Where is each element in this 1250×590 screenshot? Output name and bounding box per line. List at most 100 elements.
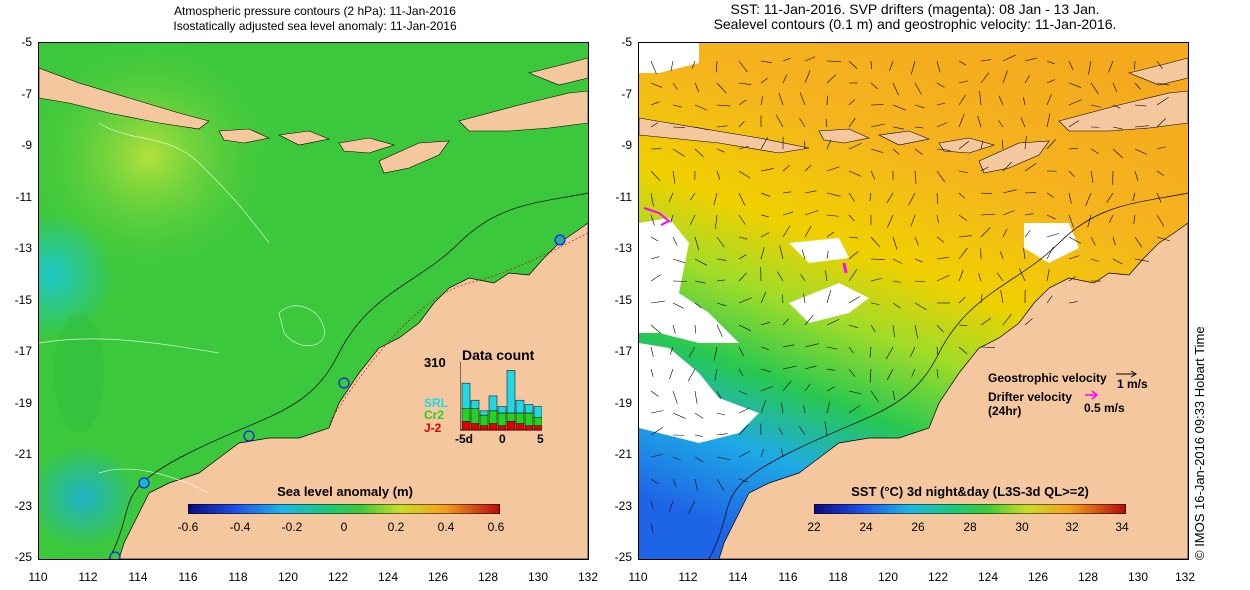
data-count-title: Data count bbox=[462, 347, 535, 363]
right-x-tick: 112 bbox=[678, 570, 698, 584]
left-y-tick: -23 bbox=[14, 499, 32, 513]
sst-cb-tick: 28 bbox=[963, 520, 977, 534]
data-count-bar-j2 bbox=[533, 425, 542, 431]
left-title-line1: Atmospheric pressure contours (2 hPa): 1… bbox=[174, 4, 456, 18]
geo-velocity-label: Geostrophic velocity bbox=[988, 371, 1107, 385]
right-x-tick: 132 bbox=[1174, 570, 1196, 584]
sst-colorbar-label: SST (°C) 3d night&day (L3S-3d QL>=2) bbox=[851, 484, 1089, 499]
data-count-xtick: -5d bbox=[455, 432, 473, 446]
data-count-bar-cr2 bbox=[506, 412, 516, 422]
timor-island bbox=[378, 140, 450, 174]
australia-land-right bbox=[718, 222, 1188, 559]
data-count-bar-srl bbox=[506, 370, 516, 414]
data-count-max: 310 bbox=[424, 355, 446, 370]
data-count-xtick: 0 bbox=[499, 432, 506, 446]
right-y-tick: -19 bbox=[614, 396, 632, 410]
right-x-tick: 130 bbox=[1127, 570, 1149, 584]
left-y-tick: -11 bbox=[15, 190, 32, 204]
sla-cb-tick: -0.4 bbox=[229, 520, 251, 534]
left-y-tick: -21 bbox=[14, 447, 32, 461]
left-x-tick: 110 bbox=[28, 570, 48, 584]
left-y-tick: -9 bbox=[21, 138, 32, 152]
sst-cb-tick: 32 bbox=[1065, 520, 1079, 534]
java-island bbox=[39, 67, 210, 130]
data-count-bar-cr2 bbox=[488, 410, 498, 424]
left-y-tick: -5 bbox=[21, 35, 32, 49]
sla-cb-tick: 0 bbox=[340, 520, 348, 534]
left-y-tick: -17 bbox=[14, 344, 32, 358]
left-title-line2: Isostatically adjusted sea level anomaly… bbox=[173, 19, 457, 33]
left-x-tick: 114 bbox=[128, 570, 148, 584]
right-title-line1: SST: 11-Jan-2016. SVP drifters (magenta)… bbox=[730, 1, 1100, 17]
data-count-bar-j2 bbox=[497, 425, 507, 431]
drifter-velocity-label: Drifter velocity bbox=[988, 390, 1073, 404]
left-map-title: Atmospheric pressure contours (2 hPa): 1… bbox=[100, 4, 530, 34]
right-x-tick: 124 bbox=[977, 570, 999, 584]
sla-cb-tick: -0.2 bbox=[281, 520, 303, 534]
geo-velocity-value: 1 m/s bbox=[1117, 377, 1148, 391]
sst-cb-tick: 22 bbox=[807, 520, 821, 534]
legend-srl: SRL bbox=[424, 396, 448, 410]
right-title-line2: Sealevel contours (0.1 m) and geostrophi… bbox=[713, 16, 1117, 32]
left-x-tick: 132 bbox=[577, 570, 599, 584]
imos-credit: © IMOS 16-Jan-2016 09:33 Hobart Time bbox=[1192, 326, 1207, 560]
right-x-tick: 126 bbox=[1027, 570, 1049, 584]
left-x-tick: 116 bbox=[178, 570, 198, 584]
left-x-tick: 128 bbox=[477, 570, 499, 584]
left-y-tick: -13 bbox=[14, 241, 32, 255]
australia-land bbox=[118, 222, 588, 559]
right-y-tick: -9 bbox=[621, 138, 632, 152]
sst-cb-tick: 24 bbox=[859, 520, 873, 534]
left-x-tick: 112 bbox=[78, 570, 98, 584]
legend-cr2: Cr2 bbox=[424, 408, 445, 422]
data-count-bar-cr2 bbox=[515, 412, 525, 424]
drifter-velocity-arrow bbox=[1085, 390, 1099, 400]
data-count-xtick: 5 bbox=[537, 432, 544, 446]
sst-cb-tick: 30 bbox=[1015, 520, 1029, 534]
right-y-tick: -13 bbox=[614, 241, 632, 255]
right-y-tick: -17 bbox=[614, 344, 632, 358]
right-y-tick: -5 bbox=[621, 35, 632, 49]
geo-velocity-arrow bbox=[1116, 370, 1137, 378]
right-x-tick: 128 bbox=[1077, 570, 1099, 584]
left-y-tick: -15 bbox=[14, 293, 32, 307]
data-count-bar-cr2 bbox=[524, 412, 534, 426]
data-count-bar-srl bbox=[515, 399, 525, 414]
data-count-bar-j2 bbox=[470, 423, 480, 431]
data-count-bar-j2 bbox=[506, 421, 516, 431]
sea-level-map bbox=[39, 43, 588, 559]
sst-map bbox=[639, 43, 1188, 559]
drifter-velocity-period: (24hr) bbox=[988, 404, 1022, 418]
data-count-bar-j2 bbox=[461, 421, 471, 431]
sla-cb-tick: 0.6 bbox=[487, 520, 505, 534]
left-y-tick: -19 bbox=[14, 396, 32, 410]
right-y-tick: -25 bbox=[614, 550, 632, 564]
data-count-bar-srl bbox=[524, 404, 534, 414]
right-x-tick: 116 bbox=[778, 570, 798, 584]
left-x-tick: 126 bbox=[427, 570, 449, 584]
right-map-frame bbox=[638, 42, 1189, 560]
data-count-bar-j2 bbox=[479, 425, 489, 431]
legend-j2: J-2 bbox=[424, 421, 442, 435]
data-count-bar-cr2 bbox=[470, 408, 480, 424]
sea-level-colorbar bbox=[188, 504, 500, 514]
right-x-tick: 110 bbox=[628, 570, 648, 584]
left-y-tick: -25 bbox=[14, 550, 32, 564]
data-count-bar-cr2 bbox=[533, 416, 542, 426]
sst-cb-tick: 34 bbox=[1115, 520, 1129, 534]
data-count-bar-srl bbox=[479, 410, 489, 416]
sla-cb-tick: 0.4 bbox=[437, 520, 455, 534]
left-x-tick: 118 bbox=[228, 570, 248, 584]
data-count-bar-srl bbox=[461, 382, 471, 409]
left-x-tick: 130 bbox=[527, 570, 549, 584]
right-x-tick: 120 bbox=[877, 570, 899, 584]
sla-cb-tick: 0.2 bbox=[387, 520, 405, 534]
sst-colorbar bbox=[814, 504, 1126, 514]
right-y-tick: -21 bbox=[614, 447, 632, 461]
data-count-bar-j2 bbox=[524, 425, 534, 431]
left-y-tick: -7 bbox=[21, 87, 32, 101]
data-count-bar-srl bbox=[497, 406, 507, 414]
data-count-bar-j2 bbox=[515, 423, 525, 431]
right-y-tick: -11 bbox=[615, 190, 632, 204]
right-map-title: SST: 11-Jan-2016. SVP drifters (magenta)… bbox=[640, 2, 1190, 32]
